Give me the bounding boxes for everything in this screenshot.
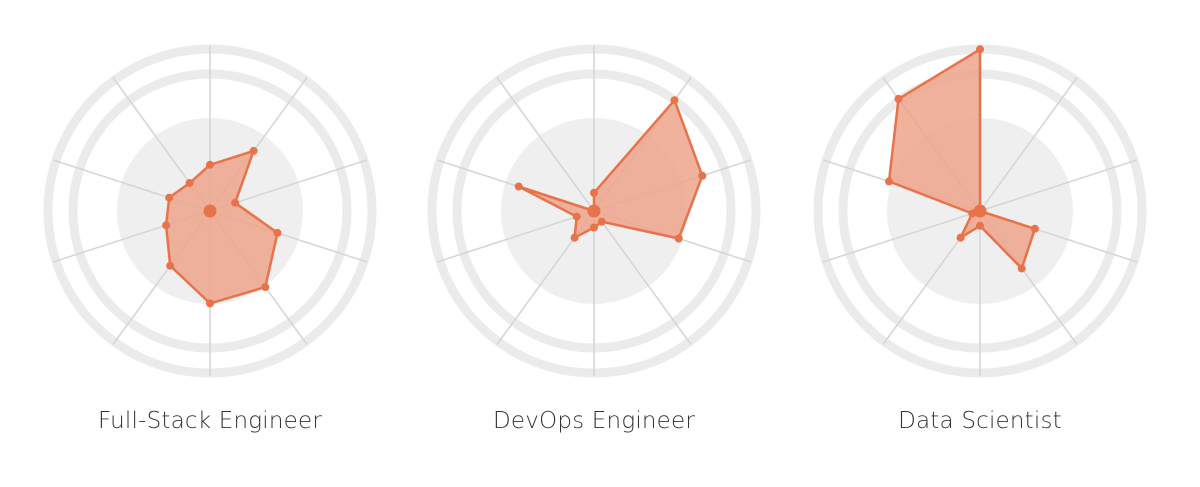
data-point-6 xyxy=(206,299,214,308)
data-point-7 xyxy=(570,233,579,242)
data-point-5 xyxy=(261,283,270,292)
radar-title: Data Scientist xyxy=(898,408,1062,434)
data-point-7 xyxy=(956,233,965,242)
radar-panel-data-scientist: Data Scientist xyxy=(780,0,1180,487)
data-point-8 xyxy=(572,212,581,221)
data-point-10 xyxy=(894,94,903,103)
data-point-6 xyxy=(976,221,984,230)
data-point-3 xyxy=(976,207,984,215)
data-point-5 xyxy=(1017,264,1026,273)
data-point-2 xyxy=(249,146,258,155)
radar-chart-full-stack xyxy=(43,44,377,378)
data-point-3 xyxy=(698,171,707,180)
data-point-1 xyxy=(206,160,214,169)
data-point-1 xyxy=(976,45,984,54)
data-point-2 xyxy=(670,96,679,105)
series-area xyxy=(887,48,1037,270)
axis-spoke-2 xyxy=(979,77,1078,212)
radar-panel-full-stack: Full-Stack Engineer xyxy=(10,0,410,487)
data-point-6 xyxy=(590,223,598,232)
radar-chart-data-scientist xyxy=(813,44,1147,378)
radar-panel-devops: DevOps Engineer xyxy=(394,0,794,487)
radar-title: Full-Stack Engineer xyxy=(97,408,323,434)
data-point-4 xyxy=(674,234,683,243)
data-point-9 xyxy=(885,177,893,186)
axis-spoke-3 xyxy=(979,159,1138,212)
axis-spoke-8 xyxy=(822,210,981,263)
axis-spoke-5 xyxy=(593,210,692,345)
data-point-3 xyxy=(231,198,240,207)
data-point-8 xyxy=(162,221,171,230)
data-point-1 xyxy=(590,188,598,197)
data-point-4 xyxy=(273,228,282,237)
data-point-4 xyxy=(1030,224,1039,233)
data-point-10 xyxy=(590,207,598,215)
data-point-9 xyxy=(165,193,174,202)
center-dot xyxy=(203,204,217,218)
radar-chart-devops xyxy=(427,44,761,378)
axis-spoke-10 xyxy=(496,77,595,212)
data-point-5 xyxy=(597,217,606,226)
axis-spoke-8 xyxy=(436,210,595,263)
data-point-9 xyxy=(514,182,523,191)
data-point-10 xyxy=(185,179,194,187)
data-point-7 xyxy=(166,261,175,270)
data-point-8 xyxy=(968,209,977,218)
radar-title: DevOps Engineer xyxy=(492,408,696,434)
